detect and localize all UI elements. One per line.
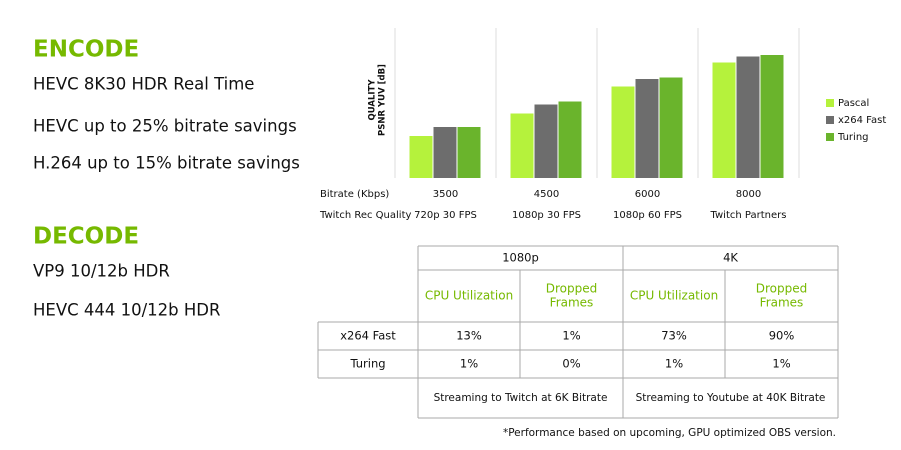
y-label: PSNR YUV [dB] [378,64,388,136]
secondary-tick-label: 720p 30 FPS [414,210,477,221]
encode-title: ENCODE [33,37,139,63]
bar [534,104,558,178]
secondary-tick-label: 1080p 60 FPS [613,210,682,221]
table-cell: 13% [456,329,482,343]
table-cell: 1% [562,329,580,343]
legend-label: Pascal [838,98,869,109]
table-cell: 1% [772,357,790,371]
bar [611,86,635,178]
x-tick-label: 3500 [433,189,458,200]
secondary-tick-label: 1080p 30 FPS [512,210,581,221]
bar [760,55,784,178]
decode-item: HEVC 444 10/12b HDR [33,301,220,320]
y-label: QUALITY [368,79,378,121]
x-label: Bitrate (Kbps) [320,189,389,200]
table-note: Streaming to Twitch at 6K Bitrate [434,392,608,404]
column-header: Dropped [546,282,598,296]
table-cell: 73% [661,329,687,343]
x-tick-label: 6000 [635,189,660,200]
encode-item: HEVC up to 25% bitrate savings [33,117,297,136]
bar [510,113,534,178]
column-header: Dropped [756,282,808,296]
legend-swatch [826,99,834,107]
bar [736,56,760,178]
legend-label: x264 Fast [838,115,886,126]
secondary-label: Twitch Rec Quality [319,210,411,221]
secondary-tick-label: Twitch Partners [710,210,787,221]
group-header: 4K [723,251,738,265]
encode-item: H.264 up to 15% bitrate savings [33,154,300,173]
encode-item: HEVC 8K30 HDR Real Time [33,75,254,94]
bar [659,77,683,178]
bar [558,101,582,178]
column-header: Frames [550,296,594,310]
table-cell: 90% [769,329,795,343]
table-cell: 0% [562,357,580,371]
table-cell: 1% [665,357,683,371]
column-header: Frames [760,296,804,310]
table-cell: 1% [460,357,478,371]
column-header: CPU Utilization [630,289,718,303]
bar [433,127,457,178]
x-tick-label: 8000 [736,189,761,200]
bar [457,127,481,178]
bar [635,79,659,178]
x-tick-label: 4500 [534,189,559,200]
column-header: CPU Utilization [425,289,513,303]
footnote: *Performance based on upcoming, GPU opti… [503,427,836,439]
legend-label: Turing [837,132,869,143]
legend-swatch [826,116,834,124]
decode-title: DECODE [33,224,139,250]
decode-item: VP9 10/12b HDR [33,262,170,281]
legend-swatch [826,133,834,141]
row-label: Turing [349,357,385,371]
group-header: 1080p [502,251,539,265]
table-note: Streaming to Youtube at 40K Bitrate [636,392,826,404]
row-label: x264 Fast [340,329,396,343]
bar [409,136,433,178]
bar [712,62,736,178]
